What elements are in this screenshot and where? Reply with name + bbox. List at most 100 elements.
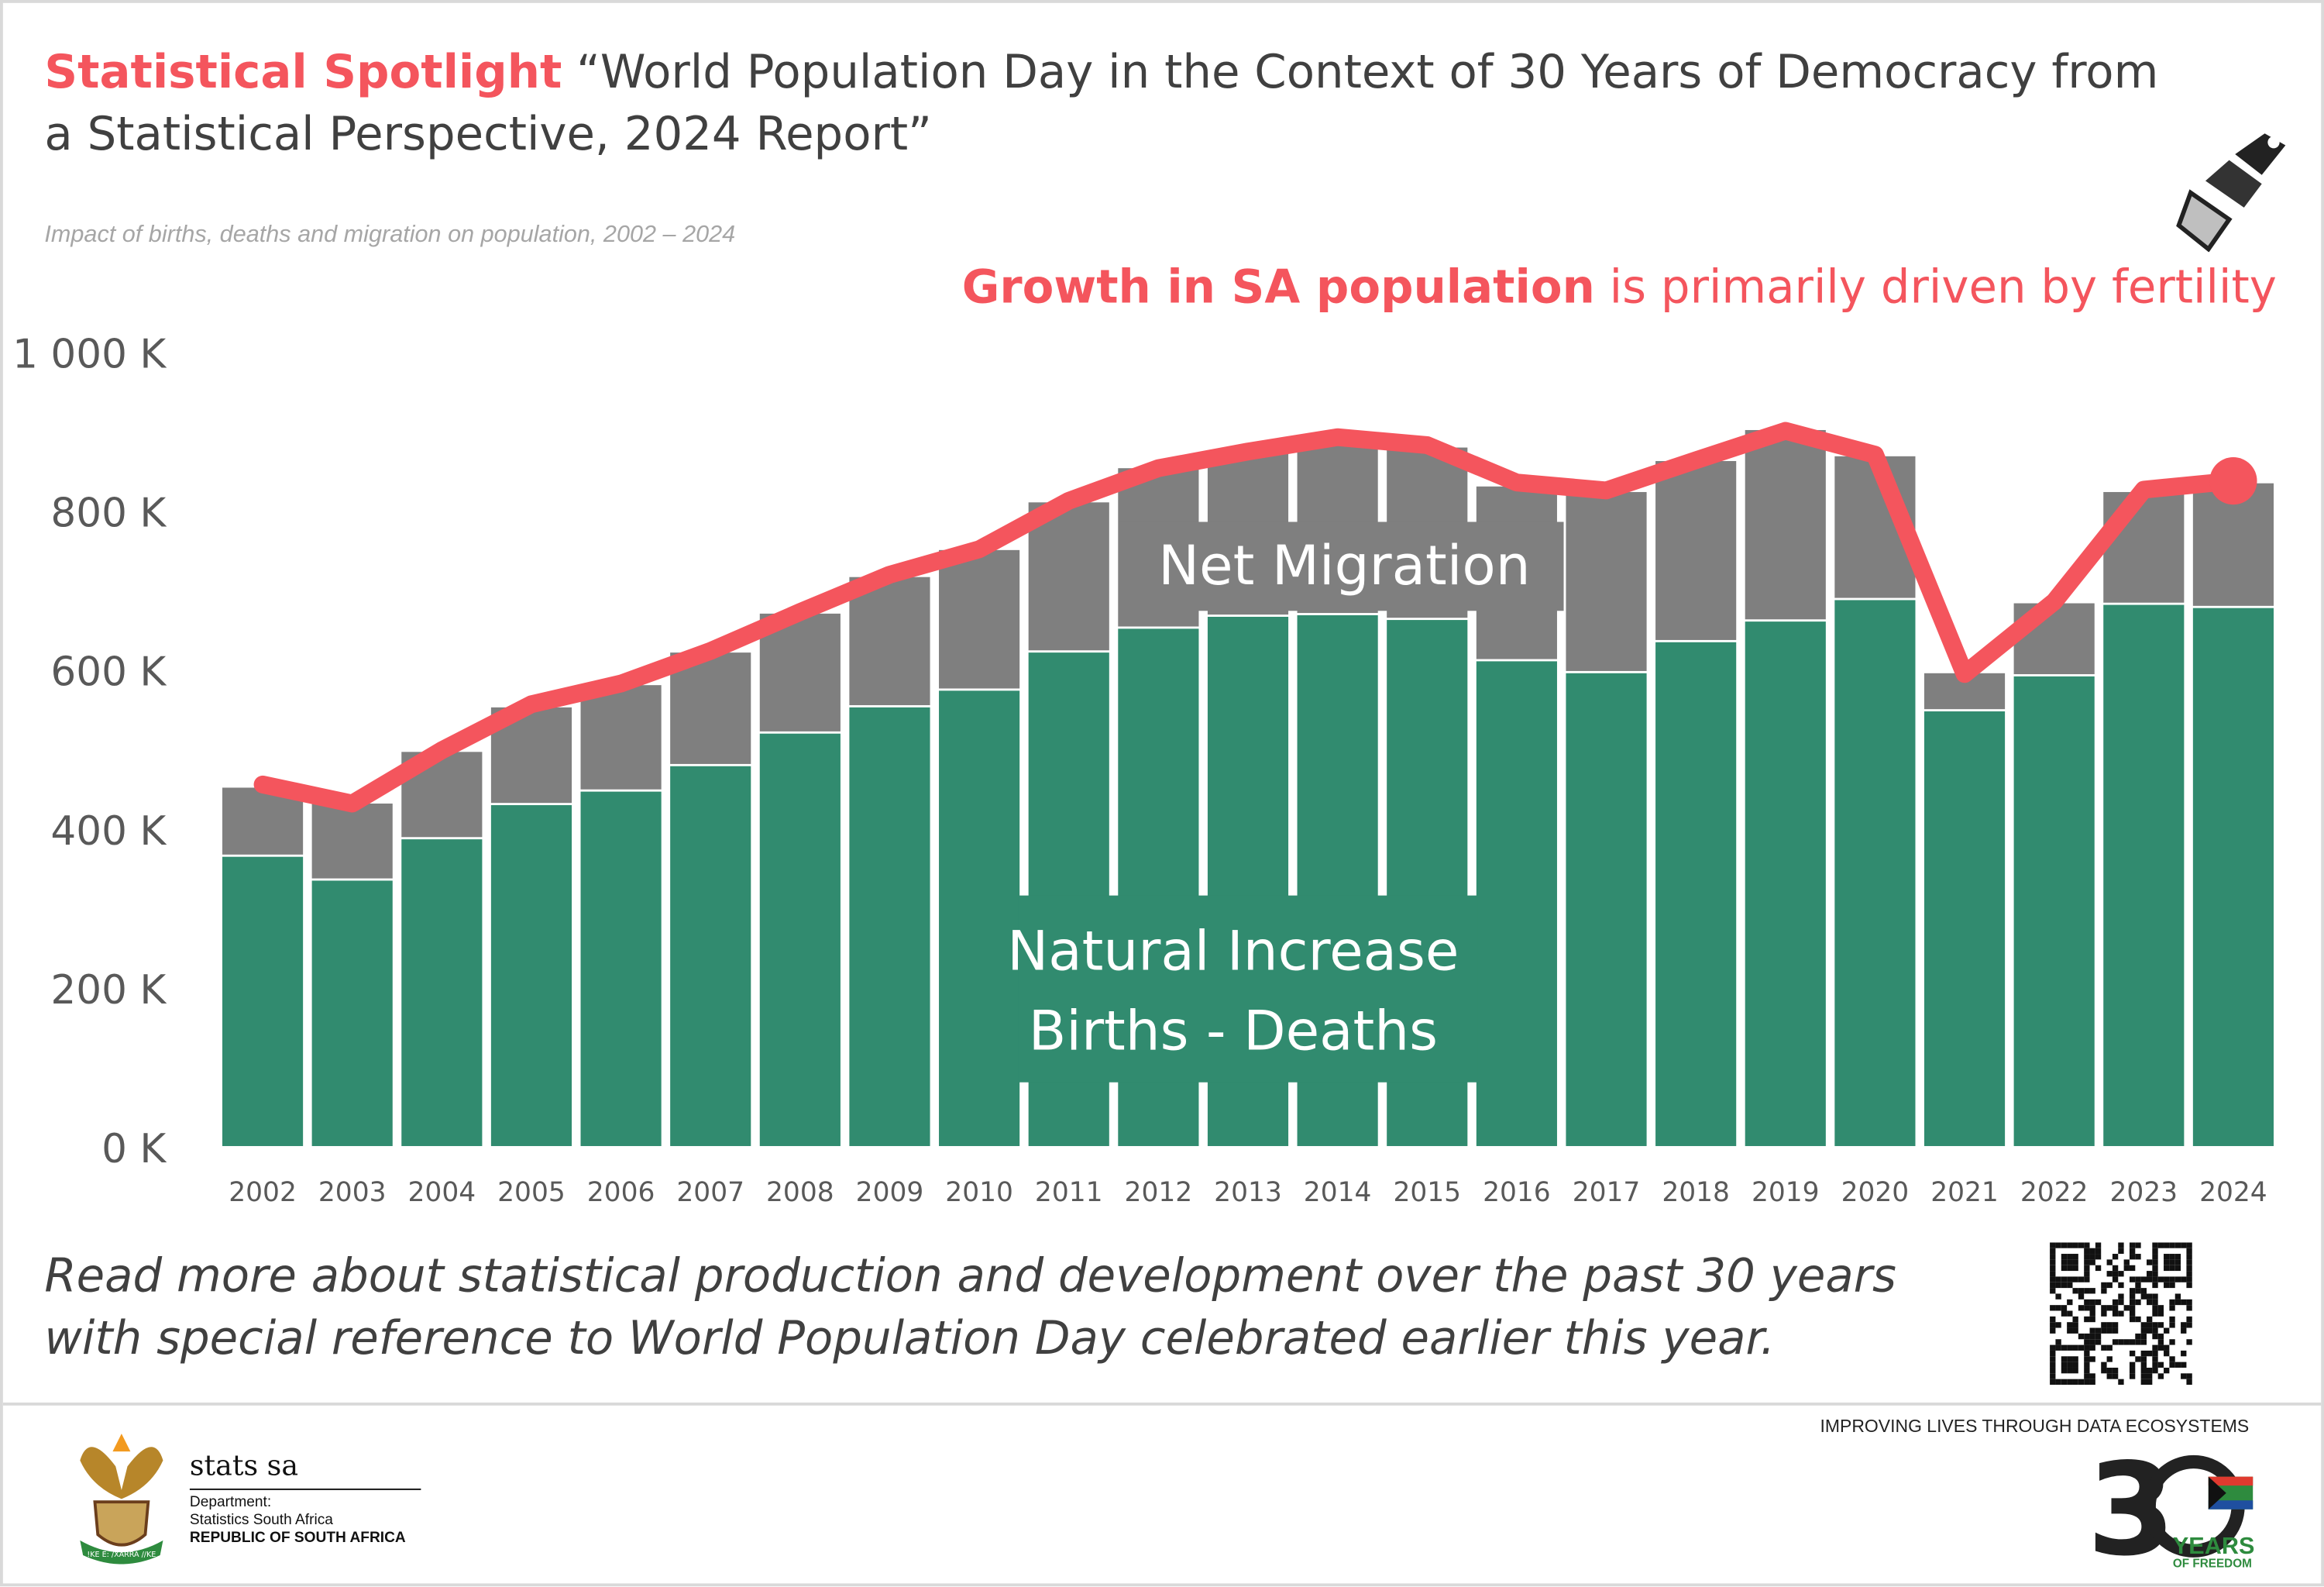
- read-more-text[interactable]: Read more about statistical production a…: [44, 1249, 1896, 1366]
- bar-net-migration-2003: [311, 803, 393, 879]
- qr-module: [2095, 1242, 2102, 1248]
- qr-module: [2118, 1310, 2124, 1317]
- qr-module: [2157, 1333, 2164, 1340]
- bar-natural-increase-2017: [1566, 673, 1647, 1146]
- qr-module: [2078, 1242, 2085, 1248]
- qr-module: [2112, 1254, 2119, 1260]
- qr-module: [2067, 1356, 2073, 1362]
- qr-module: [2050, 1316, 2056, 1323]
- x-tick-label: 2022: [2020, 1177, 2089, 1208]
- qr-module: [2135, 1333, 2141, 1340]
- qr-module: [2084, 1248, 2090, 1255]
- qr-module: [2050, 1248, 2056, 1255]
- qr-module: [2084, 1288, 2090, 1294]
- qr-module: [2067, 1254, 2073, 1260]
- qr-module: [2084, 1259, 2090, 1265]
- qr-module: [2174, 1242, 2181, 1248]
- qr-module: [2055, 1276, 2061, 1282]
- qr-module: [2061, 1265, 2068, 1272]
- qr-module: [2061, 1356, 2068, 1362]
- qr-module: [2050, 1327, 2056, 1334]
- qr-module: [2164, 1282, 2170, 1289]
- qr-module: [2089, 1339, 2095, 1345]
- page-title: Statistical Spotlight “World Population …: [44, 42, 2178, 167]
- y-tick-label: 400 K: [50, 808, 167, 855]
- bar-net-migration-2006: [580, 685, 662, 790]
- qr-module: [2050, 1322, 2056, 1328]
- x-tick-label: 2012: [1125, 1177, 1193, 1208]
- qr-module: [2169, 1265, 2175, 1272]
- qr-module: [2067, 1362, 2073, 1368]
- qr-module: [2061, 1305, 2068, 1311]
- qr-code-icon[interactable]: [2048, 1242, 2194, 1386]
- qr-module: [2084, 1356, 2090, 1362]
- qr-module: [2078, 1333, 2085, 1340]
- qr-module: [2135, 1276, 2141, 1282]
- qr-module: [2112, 1265, 2119, 1272]
- qr-module: [2055, 1322, 2061, 1328]
- qr-module: [2174, 1276, 2181, 1282]
- qr-module: [2123, 1305, 2130, 1311]
- qr-module: [2152, 1344, 2158, 1351]
- qr-module: [2152, 1327, 2158, 1334]
- y-axis: 0 K 200 K 400 K 600 K 800 K 1 000 K: [12, 331, 167, 1172]
- bar-net-migration-2023: [2103, 491, 2185, 603]
- qr-module: [2157, 1242, 2164, 1248]
- qr-module: [2140, 1356, 2147, 1362]
- qr-module: [2089, 1316, 2095, 1323]
- qr-module: [2129, 1293, 2136, 1300]
- qr-module: [2186, 1373, 2192, 1379]
- qr-module: [2169, 1254, 2175, 1260]
- qr-module: [2067, 1327, 2073, 1334]
- qr-module: [2089, 1299, 2095, 1306]
- qr-module: [2164, 1259, 2170, 1265]
- qr-module: [2072, 1259, 2078, 1265]
- headline-rest: is primarily driven by fertility: [1594, 260, 2277, 315]
- y-tick-label: 1 000 K: [12, 331, 167, 377]
- qr-module: [2152, 1322, 2158, 1328]
- qr-module: [2164, 1276, 2170, 1282]
- bar-natural-increase-2018: [1655, 642, 1737, 1146]
- qr-module: [2135, 1316, 2141, 1323]
- qr-module: [2055, 1242, 2061, 1248]
- qr-module: [2129, 1254, 2136, 1260]
- qr-module: [2140, 1339, 2147, 1345]
- x-tick-label: 2002: [229, 1177, 297, 1208]
- qr-module: [2129, 1248, 2136, 1255]
- qr-module: [2106, 1259, 2113, 1265]
- qr-module: [2084, 1316, 2090, 1323]
- qr-module: [2146, 1373, 2153, 1379]
- qr-module: [2186, 1305, 2192, 1311]
- qr-module: [2050, 1276, 2056, 1282]
- qr-module: [2186, 1379, 2192, 1386]
- qr-module: [2061, 1242, 2068, 1248]
- qr-module: [2186, 1259, 2192, 1265]
- qr-module: [2072, 1379, 2078, 1386]
- qr-module: [2146, 1322, 2153, 1328]
- qr-module: [2186, 1282, 2192, 1289]
- qr-module: [2169, 1299, 2175, 1306]
- bar-natural-increase-2020: [1834, 600, 1916, 1146]
- qr-module: [2055, 1305, 2061, 1311]
- x-tick-label: 2010: [945, 1177, 1013, 1208]
- qr-module: [2112, 1373, 2119, 1379]
- qr-module: [2061, 1276, 2068, 1282]
- qr-module: [2186, 1299, 2192, 1306]
- qr-module: [2112, 1310, 2119, 1317]
- qr-module: [2169, 1316, 2175, 1323]
- bar-net-migration-2019: [1745, 429, 1826, 620]
- tagline: IMPROVING LIVES THROUGH DATA ECOSYSTEMS: [1820, 1416, 2250, 1437]
- spotlight-label: Statistical Spotlight: [44, 46, 562, 100]
- qr-module: [2164, 1350, 2170, 1357]
- qr-module: [2135, 1288, 2141, 1294]
- qr-module: [2072, 1254, 2078, 1260]
- qr-module: [2152, 1299, 2158, 1306]
- x-tick-label: 2023: [2109, 1177, 2178, 1208]
- qr-module: [2106, 1356, 2113, 1362]
- qr-module: [2129, 1362, 2136, 1368]
- qr-module: [2078, 1305, 2085, 1311]
- y-tick-label: 600 K: [50, 649, 167, 696]
- qr-module: [2157, 1373, 2164, 1379]
- bar-natural-increase-2023: [2103, 604, 2185, 1146]
